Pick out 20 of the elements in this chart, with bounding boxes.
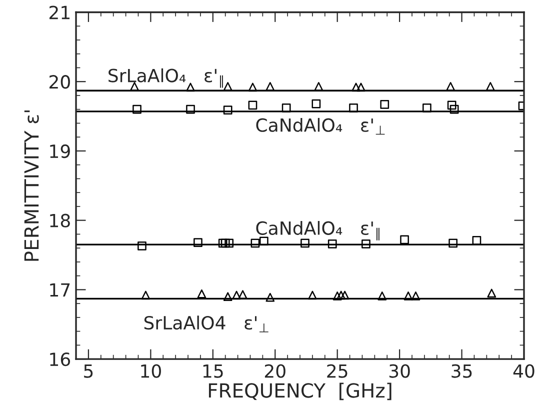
annotation: CaNdAlO₄ ε'$_{⊥}$ (256, 118, 385, 135)
y-axis-title: PERMITTIVITY ε' (24, 110, 39, 261)
x-tick-label: 30 (389, 364, 410, 378)
x-tick-label: 35 (452, 364, 472, 378)
y-tick-label: 21 (50, 6, 70, 20)
x-tick-label: 5 (84, 364, 93, 378)
annotation: SrLaAlO₄ ε'$_{∥}$ (108, 68, 223, 88)
y-tick-label: 20 (50, 75, 70, 89)
y-tick-label: 19 (50, 144, 70, 158)
x-axis-title: FREQUENCY [GHz] (208, 382, 392, 400)
x-tick-label: 10 (141, 364, 161, 378)
y-tick-label: 16 (50, 352, 70, 366)
y-tick-label: 17 (50, 283, 70, 297)
annotation: CaNdAlO₄ ε'$_{∥}$ (256, 220, 380, 240)
x-tick-label: 25 (327, 364, 348, 378)
x-tick-label: 20 (264, 364, 286, 378)
y-tick-label: 18 (50, 214, 70, 228)
annotation: SrLaAlO4 ε'$_{⊥}$ (144, 316, 268, 332)
x-tick-label: 15 (203, 364, 223, 378)
x-tick-label: 40 (513, 364, 534, 378)
